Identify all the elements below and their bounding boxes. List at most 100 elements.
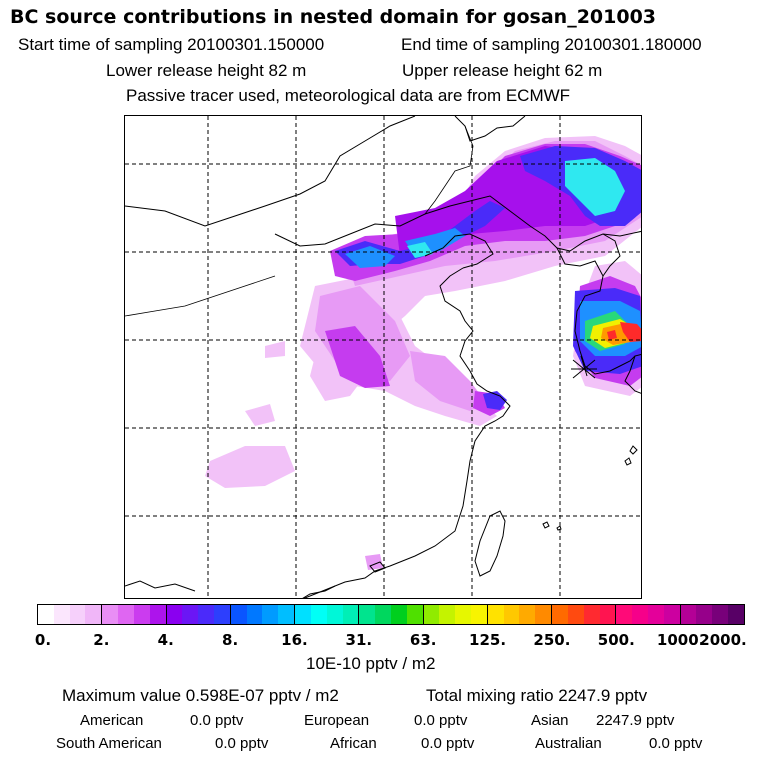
plume-shanghai [483,391,507,410]
color-scale-swatch [648,605,664,624]
units-label: 10E-10 pptv / m2 [306,654,436,673]
color-scale-swatch [310,605,327,624]
color-scale-swatch [712,605,729,624]
max-value-label: Maximum value 0.598E-07 pptv / m2 [62,686,339,705]
color-scale-segment [422,605,487,624]
color-scale-swatch [69,605,86,624]
color-scale-tick-label: 1000. [656,631,705,649]
color-scale-segment [358,605,423,624]
color-scale-tick-label: 4. [157,631,174,649]
color-scale-swatch [359,605,376,624]
european-value: 0.0 pptv [414,712,468,729]
color-scale-swatch [326,605,343,624]
color-scale-swatch [118,605,134,624]
plot-title: BC source contributions in nested domain… [10,6,657,28]
american-label: American [80,712,144,729]
color-scale-segment [486,605,552,624]
color-scale-tick-label: 63. [409,631,437,649]
color-scale-swatch [487,605,504,624]
upper-release-label: Upper release height 62 m [402,61,603,80]
plume-red [620,322,641,342]
color-scale-segment [101,605,166,624]
color-scale-swatch [616,605,633,624]
color-scale-swatch [696,605,713,624]
color-scale-swatch [342,605,359,624]
color-scale-tick-label: 125. [469,631,507,649]
color-scale-segment [551,605,616,624]
color-scale-segment [165,605,230,624]
color-scale-swatch [133,605,150,624]
australian-label: Australian [535,735,602,752]
color-scale-swatch [583,605,600,624]
australian-value: 0.0 pptv [649,735,703,752]
plume-haze-west [205,446,295,488]
color-scale-segment [615,605,680,624]
asian-value: 2247.9 pptv [596,712,675,729]
asian-label: Asian [531,712,569,729]
plume-violet-mid [325,326,390,388]
plume-field [205,136,641,570]
american-value: 0.0 pptv [190,712,244,729]
color-scale-swatch [246,605,263,624]
start-time-label: Start time of sampling 20100301.150000 [18,35,325,54]
plume-cyan-mid [407,242,433,258]
plume-cyan-north [565,158,625,216]
color-scale-swatch [230,605,247,624]
color-scale-swatch [262,605,279,624]
source-contribution-map [124,115,642,599]
color-scale-swatch [85,605,102,624]
european-label: European [304,712,370,729]
color-scale-swatch [102,605,119,624]
color-scale-swatch [567,605,584,624]
color-scale-swatch [278,605,295,624]
color-scale-swatch [503,605,520,624]
color-scale-swatch [182,605,199,624]
color-scale-bar [37,604,745,625]
coastlines [125,116,641,598]
african-value: 0.0 pptv [421,735,475,752]
plume-red2 [607,330,617,340]
color-scale-swatch [663,605,680,624]
color-scale-swatch [680,605,697,624]
color-scale-swatch [166,605,183,624]
color-scale-swatch [390,605,407,624]
color-scale-swatch [519,605,536,624]
color-scale-tick-label: 31. [345,631,373,649]
color-scale-segment [229,605,295,624]
color-scale-segment [294,605,359,624]
color-scale-tick-label: 2. [93,631,110,649]
color-scale-swatch [599,605,616,624]
plume-haze-west2 [245,404,275,426]
color-scale-swatch [295,605,311,624]
end-time-label: End time of sampling 20100301.180000 [401,35,702,54]
color-scale-segment [38,605,102,624]
total-mixing-ratio-label: Total mixing ratio 2247.9 pptv [426,686,648,705]
south-american-label: South American [56,735,162,752]
color-scale-swatch [552,605,568,624]
color-scale-tick-label: 8. [222,631,239,649]
plume-pink-east [410,351,485,411]
color-scale-swatch [53,605,70,624]
tracer-info-label: Passive tracer used, meteorological data… [126,86,571,105]
color-scale-swatch [455,605,472,624]
plume-haze-sw [265,341,285,358]
color-scale-swatch [375,605,391,624]
color-scale-tick-label: 16. [281,631,308,649]
color-scale-swatch [439,605,456,624]
color-scale-swatch [149,605,166,624]
color-scale-swatch [728,605,744,624]
color-scale-swatch [213,605,230,624]
color-scale-swatch [471,605,487,624]
color-scale-swatch [535,605,552,624]
color-scale-swatch [632,605,649,624]
color-scale-tick-label: 500. [597,631,635,649]
color-scale-tick-label: 250. [533,631,571,649]
national-borders [125,125,474,317]
color-scale-swatch [38,605,54,624]
south-american-value: 0.0 pptv [215,735,269,752]
color-scale-swatch [406,605,423,624]
color-scale-tick-label: 0. [34,631,52,649]
color-scale-tick-label: 2000. [699,631,747,649]
color-scale-segment [679,605,744,624]
lat-lon-grid [125,116,641,598]
